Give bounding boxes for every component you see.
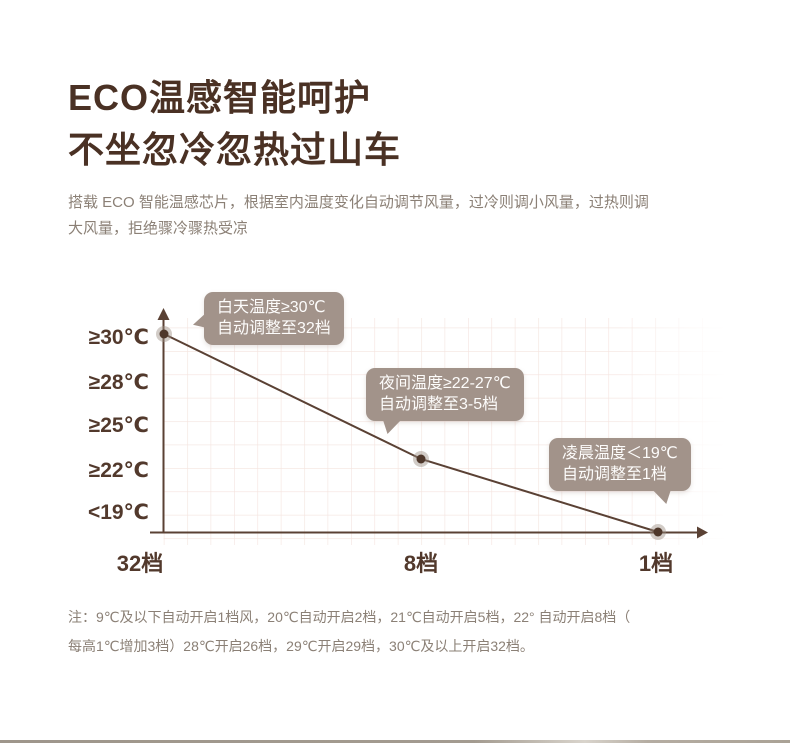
data-point-8gear [413,451,429,467]
callout-dawn-line1: 凌晨温度＜19℃ [562,445,678,462]
callout-daytime-line2: 自动调整至32档 [217,320,331,337]
footnote: 注：9℃及以下自动开启1档风，20℃自动开启2档，21℃自动开启5档，22° 自… [68,609,631,654]
x-axis-arrow-icon [697,526,708,539]
callout-dawn-line2: 自动调整至1档 [562,466,667,483]
y-axis-label-30: ≥30℃ [89,326,149,349]
y-axis-label-25: ≥25℃ [89,414,149,437]
data-point-32gear [156,326,172,342]
page-title: ECO温感智能呵护 不坐忽冷忽热过山车 [68,72,401,176]
callout-dawn: 凌晨温度＜19℃ 自动调整至1档 [549,438,691,504]
y-axis-arrow-icon [157,308,170,320]
x-axis-label-32gear: 32档 [117,551,163,576]
page-title-line2: 不坐忽冷忽热过山车 [68,129,402,170]
y-axis-label-19: <19℃ [88,501,149,524]
page-title-line1: ECO温感智能呵护 [68,77,372,118]
callout-night-line2: 自动调整至3-5档 [379,396,499,413]
y-axis-label-28: ≥28℃ [89,371,149,394]
x-axis-label-8gear: 8档 [404,551,438,576]
callout-night-line1: 夜间温度≥22-27℃ [379,375,511,392]
callout-daytime-line1: 白天温度≥30℃ [217,299,326,316]
callout-night: 夜间温度≥22-27℃ 自动调整至3-5档 [366,368,524,434]
feature-description: 搭载 ECO 智能温感芯片，根据室内温度变化自动调节风量，过冷则调小风量，过热则… [68,194,649,237]
callout-daytime: 白天温度≥30℃ 自动调整至32档 [193,292,344,345]
chart-grid-fade [615,316,727,547]
data-point-1gear [650,524,666,540]
y-axis-label-22: ≥22℃ [89,459,149,482]
x-axis-label-1gear: 1档 [639,551,673,576]
bottom-divider [0,740,790,743]
